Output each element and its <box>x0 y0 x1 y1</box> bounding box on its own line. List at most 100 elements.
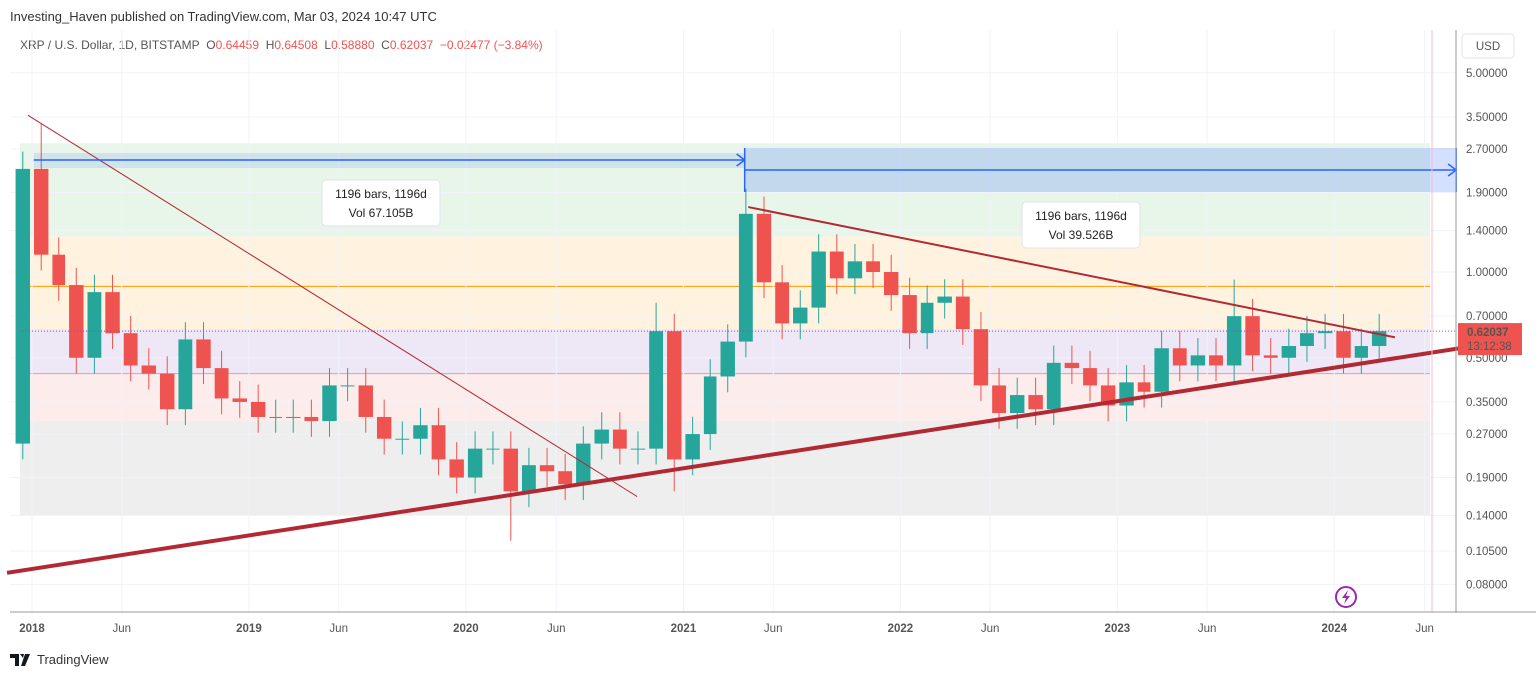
low-value: 0.58880 <box>331 38 375 52</box>
candle <box>486 448 500 450</box>
trendline-resistance-2021[interactable] <box>748 206 1396 339</box>
x-tick-label: 2020 <box>453 623 479 635</box>
y-tick-label: 0.10500 <box>1466 546 1508 558</box>
date-range-bars: 1196 bars, 1196d <box>335 187 427 201</box>
last-price-value: 0.62037 <box>1467 327 1509 339</box>
candle <box>1028 395 1043 410</box>
candle <box>304 416 319 422</box>
candle <box>269 416 283 418</box>
candle <box>358 385 373 417</box>
candle <box>576 443 591 485</box>
x-tick-label: 2024 <box>1322 623 1348 635</box>
price-zone <box>20 373 1430 422</box>
candle <box>69 285 84 358</box>
candle <box>1137 382 1151 392</box>
y-tick-label: 3.50000 <box>1466 112 1508 124</box>
symbol-title[interactable]: XRP / U.S. Dollar, 1D, BITSTAMP <box>20 38 200 52</box>
candle <box>793 307 808 324</box>
candle <box>376 416 392 439</box>
footer: TradingView <box>10 652 109 667</box>
candle <box>920 302 934 334</box>
candle <box>1336 331 1351 358</box>
high-value: 0.64508 <box>274 38 318 52</box>
candle <box>720 341 735 377</box>
x-tick-label: Jun <box>329 623 348 635</box>
candle <box>558 471 573 485</box>
x-tick-label: 2021 <box>671 623 697 635</box>
candle <box>141 365 157 374</box>
candle <box>431 425 446 460</box>
candle <box>15 168 30 444</box>
candle <box>775 282 790 324</box>
y-tick-label: 1.00000 <box>1466 267 1508 279</box>
candle <box>87 292 102 358</box>
lightning-icon[interactable] <box>1335 586 1357 608</box>
price-zone <box>20 236 1430 330</box>
candle <box>105 292 120 334</box>
candle <box>703 376 717 435</box>
open-label: O <box>206 38 216 52</box>
y-tick-label: 1.40000 <box>1466 225 1508 237</box>
candle <box>1190 355 1206 366</box>
candle <box>1209 355 1223 366</box>
candle <box>1245 316 1260 356</box>
date-range-label-box <box>1021 201 1141 249</box>
x-tick-label: 2022 <box>888 623 914 635</box>
candle <box>738 213 753 342</box>
x-tick-label: Jun <box>547 623 566 635</box>
high-label: H <box>265 38 275 52</box>
candle <box>594 429 609 444</box>
candle <box>52 254 66 286</box>
y-tick-label: 0.14000 <box>1466 510 1508 522</box>
candle <box>1281 345 1297 358</box>
candle <box>539 465 555 472</box>
x-tick-label: Jun <box>981 623 1000 635</box>
candle <box>214 368 229 399</box>
price-zone <box>20 143 1430 237</box>
candle <box>521 465 536 492</box>
candle <box>1354 345 1368 358</box>
x-tick-label: Jun <box>764 623 783 635</box>
candle <box>340 385 355 387</box>
candle <box>322 385 337 422</box>
candle <box>992 385 1006 414</box>
candle <box>1064 362 1080 369</box>
candle <box>196 339 211 369</box>
x-tick-label: Jun <box>1198 623 1217 635</box>
candle <box>612 429 627 449</box>
candle <box>286 416 301 418</box>
candle <box>467 448 483 478</box>
open-value: 0.64459 <box>215 38 260 52</box>
candle <box>937 296 952 303</box>
close-label: C <box>381 38 390 52</box>
candle <box>1154 348 1169 392</box>
time-axis[interactable] <box>10 613 1536 640</box>
trendline-support[interactable] <box>6 346 1461 575</box>
y-tick-label: 0.27000 <box>1466 429 1508 441</box>
candle <box>811 251 826 308</box>
candle <box>395 438 410 440</box>
y-tick-label: 5.00000 <box>1466 68 1508 80</box>
candle <box>232 398 247 402</box>
currency-button[interactable] <box>1461 33 1515 59</box>
date-range-label-box <box>321 179 441 227</box>
y-tick-label: 0.35000 <box>1466 397 1508 409</box>
publisher-line: Investing_Haven published on TradingView… <box>10 9 437 24</box>
tradingview-logo-icon <box>10 653 30 666</box>
candle <box>178 339 193 410</box>
candle <box>1083 368 1097 386</box>
candle <box>1300 333 1314 346</box>
trendline-resistance-2018[interactable] <box>27 114 638 497</box>
candle <box>1317 331 1333 334</box>
y-tick-label: 0.50000 <box>1466 353 1508 365</box>
y-tick-label: 0.19000 <box>1466 473 1508 485</box>
last-price-label: 0.62037 13:12:38 <box>1458 323 1522 356</box>
candle <box>1009 395 1025 414</box>
candle <box>123 333 138 366</box>
candle <box>829 251 844 279</box>
close-value: 0.62037 <box>389 38 434 52</box>
candle <box>1172 348 1187 366</box>
candle <box>1226 316 1242 366</box>
candle <box>160 373 175 410</box>
